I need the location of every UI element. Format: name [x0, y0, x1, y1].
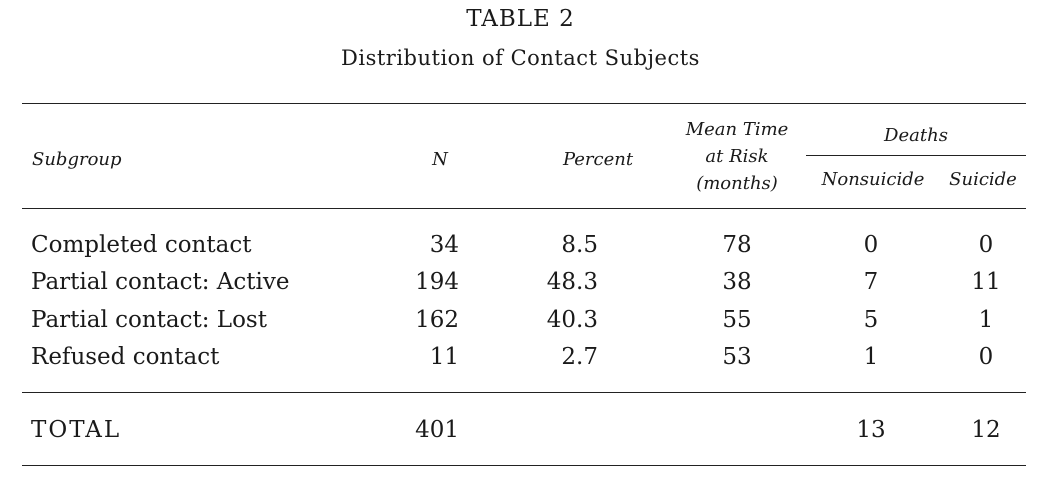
- header-mean-time-line: Mean Time: [685, 119, 789, 140]
- row-mean-time: 38: [722, 269, 752, 295]
- header-mean-time-line: (months): [696, 173, 778, 194]
- top-rule: [22, 103, 1026, 104]
- total-suicide: 12: [971, 417, 1001, 443]
- row-mean-time: 78: [722, 232, 752, 258]
- header-mean-time: Mean Time at Risk (months): [664, 116, 810, 197]
- header-percent: Percent: [562, 149, 634, 170]
- row-mean-time: 53: [722, 344, 752, 370]
- row-suicide: 0: [978, 232, 994, 258]
- table-title: TABLE 2: [466, 6, 575, 32]
- table-row: Partial contact: Active 194 48.3 38 7 11: [0, 264, 1041, 300]
- header-n: N: [432, 149, 448, 170]
- row-subgroup: Partial contact: Active: [31, 269, 290, 295]
- row-subgroup: Completed contact: [31, 232, 252, 258]
- header-mean-time-line: at Risk: [705, 146, 769, 167]
- row-nonsuicide: 7: [863, 269, 879, 295]
- row-mean-time: 55: [722, 307, 752, 333]
- header-deaths: Deaths: [884, 125, 948, 146]
- row-n: 34: [429, 232, 459, 258]
- row-nonsuicide: 5: [863, 307, 879, 333]
- row-nonsuicide: 0: [863, 232, 879, 258]
- row-nonsuicide: 1: [863, 344, 879, 370]
- total-rule: [22, 392, 1026, 393]
- table-row: Refused contact 11 2.7 53 1 0: [0, 339, 1041, 375]
- header-subgroup: Subgroup: [32, 149, 122, 170]
- row-percent: 40.3: [546, 307, 598, 333]
- header-rule: [22, 208, 1026, 209]
- table-subtitle: Distribution of Contact Subjects: [341, 46, 700, 70]
- row-suicide: 11: [971, 269, 1001, 295]
- row-subgroup: Partial contact: Lost: [31, 307, 267, 333]
- total-label: TOTAL: [31, 417, 122, 443]
- row-percent: 48.3: [546, 269, 598, 295]
- row-suicide: 0: [978, 344, 994, 370]
- row-percent: 8.5: [561, 232, 598, 258]
- total-row: TOTAL 401 13 12: [0, 412, 1041, 448]
- row-n: 11: [429, 344, 459, 370]
- row-suicide: 1: [978, 307, 994, 333]
- header-nonsuicide: Nonsuicide: [821, 169, 925, 190]
- deaths-rule: [806, 155, 1026, 156]
- total-n: 401: [415, 417, 459, 443]
- table-row: Completed contact 34 8.5 78 0 0: [0, 227, 1041, 263]
- bottom-rule: [22, 465, 1026, 466]
- row-percent: 2.7: [561, 344, 598, 370]
- row-subgroup: Refused contact: [31, 344, 220, 370]
- header-suicide: Suicide: [949, 169, 1017, 190]
- row-n: 194: [415, 269, 459, 295]
- total-nonsuicide: 13: [856, 417, 886, 443]
- table-row: Partial contact: Lost 162 40.3 55 5 1: [0, 302, 1041, 338]
- row-n: 162: [415, 307, 459, 333]
